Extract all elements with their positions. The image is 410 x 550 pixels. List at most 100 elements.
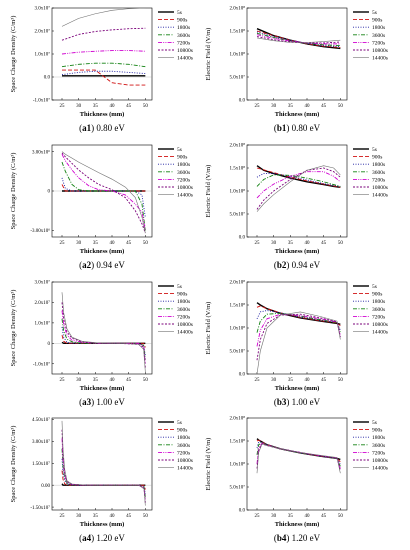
legend-label: 1800s: [177, 162, 190, 168]
series-line-14400s: [256, 165, 341, 212]
legend-label: 5s: [372, 147, 377, 153]
series-line-7200s: [256, 442, 341, 469]
legend-label: 1800s: [177, 25, 190, 31]
x-tick-label: 25: [60, 378, 66, 383]
x-tick-label: 35: [93, 378, 99, 383]
x-tick-label: 40: [305, 104, 311, 109]
series-line-10800s: [61, 302, 146, 368]
y-tick-label: 2.0x10⁸: [230, 416, 246, 422]
series-line-10800s: [61, 27, 146, 41]
chart-b3: 25 30 35 40 45 50 0.0 5.0x10⁷ 1.0x10⁸ 1.5x10⁸ 2.0x…: [205, 280, 388, 407]
y-tick-label: 0.0: [44, 76, 51, 81]
y-tick-label: 0.0: [239, 373, 246, 378]
legend-label: 3600s: [177, 443, 190, 449]
plot-frame: [51, 417, 153, 511]
x-tick-label: 50: [338, 514, 344, 519]
y-tick-label: 1.50x10⁷: [32, 461, 50, 467]
x-tick-label: 30: [271, 378, 277, 383]
panel-caption: (b2) 0.94 eV: [274, 260, 321, 270]
legend-label: 5s: [177, 420, 182, 426]
chart-a2: 25 30 35 40 45 50 -3.00x10⁶ 0 3.00x10⁶ Thickness …: [10, 144, 193, 270]
series-line-14400s: [256, 311, 341, 374]
x-tick-label: 50: [338, 104, 344, 109]
legend-label: 5s: [177, 147, 182, 153]
legend-label: 10800s: [177, 185, 193, 191]
series-line-1800s: [256, 173, 341, 187]
legend-label: 7200s: [177, 177, 190, 183]
x-tick-label: 40: [305, 241, 311, 246]
y-tick-label: 1.5x10⁸: [230, 29, 246, 35]
legend-label: 5s: [372, 420, 377, 426]
y-axis-label: Electric Field (V/m): [205, 28, 212, 81]
series-line-1800s: [61, 70, 146, 76]
series-line-14400s: [61, 8, 146, 27]
legend-label: 14400s: [177, 330, 193, 336]
x-tick-label: 25: [60, 104, 66, 109]
panel-caption: (b4) 1.20 eV: [274, 533, 321, 543]
x-tick-label: 50: [143, 104, 149, 109]
x-tick-label: 50: [143, 241, 149, 246]
legend-label: 10800s: [372, 48, 388, 54]
legend-label: 5s: [177, 10, 182, 16]
series-line-900s: [61, 184, 146, 192]
series-line-1800s: [61, 177, 146, 218]
plot-frame: [246, 144, 348, 238]
series-line-3600s: [61, 161, 146, 231]
legend-label: 14400s: [372, 193, 388, 199]
series-line-7200s: [61, 310, 146, 364]
x-axis-label: Thickness (mm): [80, 111, 125, 118]
x-tick-label: 25: [255, 104, 261, 109]
x-tick-label: 45: [126, 378, 132, 383]
y-tick-label: 0.00: [41, 484, 50, 489]
series-line-14400s: [61, 420, 146, 506]
y-axis-label: Space Charge Density (C/m³): [10, 290, 17, 367]
panel-caption: (b1) 0.80 eV: [274, 123, 321, 133]
legend-label: 3600s: [372, 443, 385, 449]
x-tick-label: 35: [288, 514, 294, 519]
legend-label: 10800s: [372, 458, 388, 464]
legend-label: 10800s: [177, 458, 193, 464]
series-line-3600s: [256, 174, 341, 187]
series-line-7200s: [61, 50, 146, 55]
panel-caption: (a4) 1.20 eV: [79, 533, 125, 543]
legend-label: 3600s: [372, 170, 385, 176]
panel-caption: (a3) 1.00 eV: [79, 397, 125, 407]
x-tick-label: 25: [255, 378, 261, 383]
series-line-900s: [256, 167, 341, 188]
series-line-7200s: [256, 171, 341, 199]
x-tick-label: 45: [321, 241, 327, 246]
y-tick-label: 1.0x10⁸: [230, 326, 246, 332]
x-axis-label: Thickness (mm): [80, 385, 125, 392]
y-tick-label: 1.5x10⁸: [230, 166, 246, 172]
series-line-5s: [256, 165, 341, 189]
legend-label: 1800s: [372, 25, 385, 31]
legend-label: 900s: [372, 18, 382, 24]
panel-caption: (a2) 0.94 eV: [79, 260, 125, 270]
y-axis-label: Electric Field (V/m): [205, 165, 212, 218]
x-tick-label: 35: [93, 514, 99, 519]
x-axis-label: Thickness (mm): [80, 521, 125, 528]
x-tick-label: 25: [255, 241, 261, 246]
legend-label: 5s: [372, 284, 377, 290]
legend-label: 5s: [177, 284, 182, 290]
y-tick-label: 1.5x10⁸: [230, 439, 246, 445]
legend-label: 10800s: [177, 48, 193, 54]
series-line-5s: [256, 28, 341, 50]
x-tick-label: 30: [271, 241, 277, 246]
plot-frame: [246, 417, 348, 511]
series-line-5s: [256, 302, 341, 325]
plot-frame: [51, 281, 153, 375]
y-tick-label: 1.0x10⁷: [35, 321, 51, 327]
legend-label: 3600s: [177, 307, 190, 313]
y-tick-label: 0.0: [239, 236, 246, 241]
x-axis-label: Thickness (mm): [275, 248, 320, 255]
series-line-900s: [61, 335, 146, 348]
x-tick-label: 50: [143, 378, 149, 383]
x-axis-label: Thickness (mm): [275, 521, 320, 528]
series-line-3600s: [61, 62, 146, 68]
y-tick-label: 0.0: [239, 99, 246, 104]
series-line-14400s: [61, 292, 146, 372]
chart-a1: 25 30 35 40 45 50 -1.0x10⁷ 0.0 1.0x10⁷ 2.0x10⁷ 3.0…: [10, 6, 193, 133]
chart-b2: 25 30 35 40 45 50 0.0 5.0x10⁷ 1.0x10⁸ 1.5x10⁸ 2.0x…: [205, 143, 388, 270]
x-tick-label: 40: [110, 104, 116, 109]
